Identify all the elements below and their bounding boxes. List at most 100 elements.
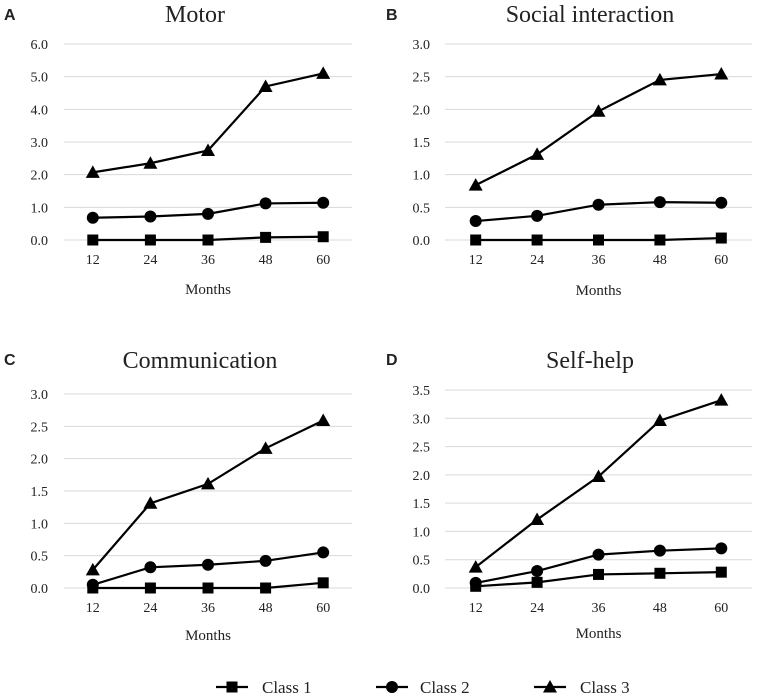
data-point	[259, 197, 272, 210]
series-class-1	[470, 232, 727, 246]
y-tick-label: 1.0	[31, 201, 49, 216]
data-point	[468, 178, 483, 191]
data-point	[317, 196, 330, 209]
data-point	[653, 196, 666, 209]
y-tick-label: 1.5	[413, 136, 431, 151]
y-tick-label: 2.5	[413, 71, 431, 86]
y-tick-label: 2.0	[31, 453, 49, 468]
y-tick-label: 6.0	[31, 38, 49, 53]
y-tick-label: 2.5	[413, 441, 431, 456]
panel-title: Social interaction	[506, 2, 675, 28]
panel-d: D Self-help 0.0 0.5 1.0 1.5 2.0 2.5 3.0 3.5 12 24 36…	[386, 348, 752, 642]
y-tick-label: 0.0	[413, 234, 431, 249]
series-class-2	[469, 542, 728, 589]
data-point	[530, 147, 545, 160]
data-point	[531, 565, 544, 578]
y-tick-label: 0.0	[413, 582, 431, 597]
panel-letter: B	[386, 7, 398, 24]
y-tick-label: 1.5	[413, 497, 431, 512]
series-class-3	[85, 66, 331, 178]
x-tick-label: 36	[201, 253, 215, 268]
panel-b: B Social interaction 0.0 0.5 1.0 1.5 2.0 2.5 3.0…	[386, 2, 752, 299]
series-line	[475, 72, 722, 187]
data-point	[317, 231, 329, 243]
data-point	[654, 234, 666, 246]
y-tick-label: 3.0	[31, 388, 49, 403]
series-class-2	[86, 546, 330, 591]
series-class-3	[468, 393, 729, 573]
data-point	[201, 476, 215, 490]
data-point	[714, 67, 729, 80]
legend-item-class-1: Class 1	[216, 678, 312, 697]
y-tick-label: 1.0	[413, 169, 431, 184]
legend-marker-square	[226, 681, 238, 693]
data-point	[654, 567, 666, 579]
data-point	[591, 104, 606, 117]
legend-item-class-2: Class 2	[376, 678, 470, 697]
x-tick-label: 48	[259, 253, 273, 268]
data-point	[316, 66, 331, 79]
data-point	[85, 165, 100, 178]
y-tick-label: 2.0	[413, 103, 431, 118]
y-tick-label: 1.0	[31, 517, 49, 532]
y-tick-label: 5.0	[31, 71, 49, 86]
data-point	[202, 558, 214, 571]
panel-a: A Motor 0.0 1.0 2.0 3.0 4.0 5.0 6.0 12 24 36 48 60 Mon…	[4, 2, 352, 298]
panel-letter: A	[4, 7, 16, 24]
data-point	[144, 582, 156, 594]
legend-marker-circle	[386, 681, 398, 693]
x-tick-label: 24	[530, 601, 544, 616]
panel-letter: D	[386, 352, 398, 369]
data-point	[260, 582, 272, 594]
x-tick-label: 12	[86, 253, 100, 268]
y-tick-label: 1.5	[31, 485, 49, 500]
data-point	[87, 234, 99, 246]
data-point	[593, 568, 604, 580]
y-tick-label: 0.5	[413, 201, 431, 216]
x-tick-label: 48	[653, 601, 667, 616]
y-tick-label: 0.5	[413, 554, 431, 569]
y-tick-label: 4.0	[31, 103, 49, 118]
x-axis-label: Months	[576, 626, 622, 642]
x-tick-label: 60	[316, 253, 330, 268]
x-tick-label: 60	[316, 601, 330, 616]
data-point	[144, 210, 157, 223]
data-point	[715, 542, 728, 555]
data-point	[652, 413, 667, 427]
series-class-3	[85, 413, 331, 576]
y-tick-label: 0.0	[31, 234, 49, 249]
data-point	[591, 469, 606, 483]
data-point	[202, 582, 214, 594]
legend: Class 1 Class 2 Class 3	[216, 678, 630, 697]
series-line	[92, 72, 324, 174]
panel-letter: C	[4, 352, 16, 369]
series-line	[91, 419, 324, 571]
data-point	[317, 546, 330, 559]
data-point	[201, 143, 215, 156]
data-point	[316, 413, 331, 427]
y-tick-label: 0.0	[31, 582, 49, 597]
data-point	[470, 234, 482, 246]
x-tick-label: 12	[86, 601, 100, 616]
legend-marker-triangle	[543, 680, 557, 693]
panel-title: Communication	[123, 348, 278, 374]
data-point	[143, 496, 158, 509]
y-tick-label: 3.0	[31, 136, 49, 151]
series-class-1	[87, 577, 329, 594]
x-tick-label: 60	[714, 253, 728, 268]
x-axis-label: Months	[576, 283, 622, 299]
data-point	[317, 577, 329, 589]
data-point	[715, 232, 727, 244]
series-class-3	[468, 67, 729, 191]
data-point	[202, 234, 214, 246]
x-tick-label: 24	[143, 253, 157, 268]
data-point	[258, 79, 273, 92]
data-point	[714, 393, 729, 406]
data-point	[202, 207, 214, 220]
panel-c: C Communication 0.0 0.5 1.0 1.5 2.0 2.5 3.0 12 24 3…	[4, 348, 352, 644]
y-tick-label: 3.0	[413, 412, 431, 427]
series-class-1	[87, 231, 329, 246]
chart-panels: A Motor 0.0 1.0 2.0 3.0 4.0 5.0 6.0 12 24 36 48 60 Mon…	[4, 2, 752, 644]
x-tick-label: 12	[469, 253, 483, 268]
